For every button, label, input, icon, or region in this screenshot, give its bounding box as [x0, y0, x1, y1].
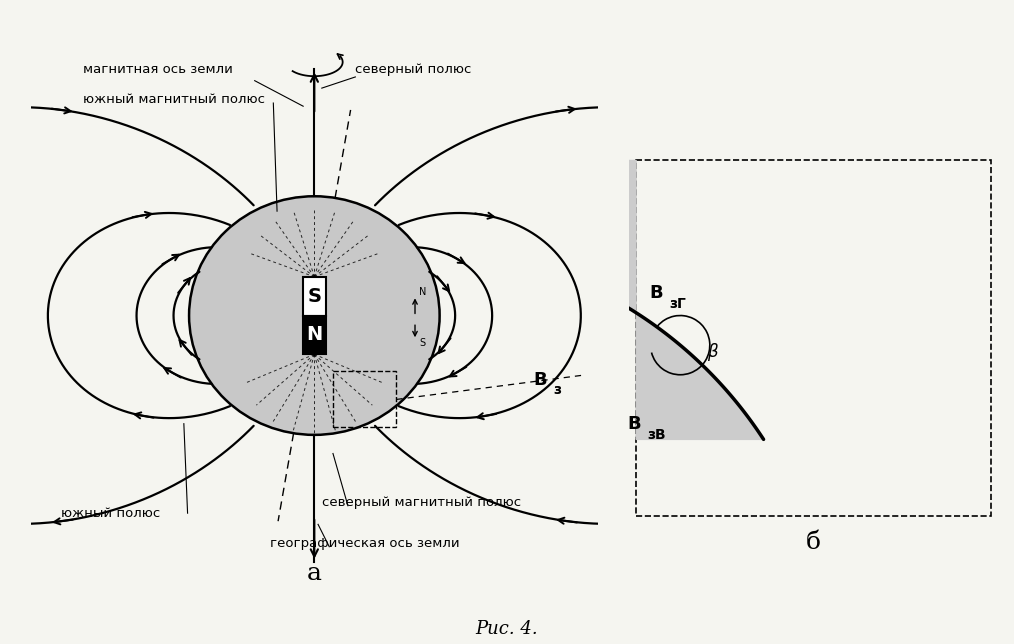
Text: S: S [307, 287, 321, 306]
Text: магнитная ось земли: магнитная ось земли [83, 63, 233, 76]
Bar [303, 316, 325, 354]
Text: а: а [307, 562, 321, 585]
Polygon shape [465, 160, 764, 439]
Text: южный магнитный полюс: южный магнитный полюс [83, 93, 266, 106]
Text: Рис. 4.: Рис. 4. [476, 620, 538, 638]
Text: северный полюс: северный полюс [355, 63, 472, 76]
Text: N: N [420, 287, 427, 298]
Text: з: з [554, 383, 562, 397]
Text: N: N [306, 325, 322, 345]
Text: б: б [806, 531, 821, 554]
Text: зГ: зГ [669, 297, 686, 310]
Text: $\mathbf{B}$: $\mathbf{B}$ [533, 371, 548, 389]
Text: северный магнитный полюс: северный магнитный полюс [321, 496, 521, 509]
Text: южный полюс: южный полюс [61, 507, 160, 520]
Bar [303, 277, 325, 316]
Text: β: β [707, 343, 717, 361]
Text: географическая ось земли: географическая ось земли [270, 536, 459, 550]
Text: зВ: зВ [648, 428, 666, 442]
Text: $\mathbf{B}$: $\mathbf{B}$ [649, 285, 663, 303]
Text: S: S [420, 338, 426, 348]
Bar [333, 372, 396, 428]
Ellipse shape [189, 196, 440, 435]
Text: $\mathbf{B}$: $\mathbf{B}$ [628, 415, 642, 433]
